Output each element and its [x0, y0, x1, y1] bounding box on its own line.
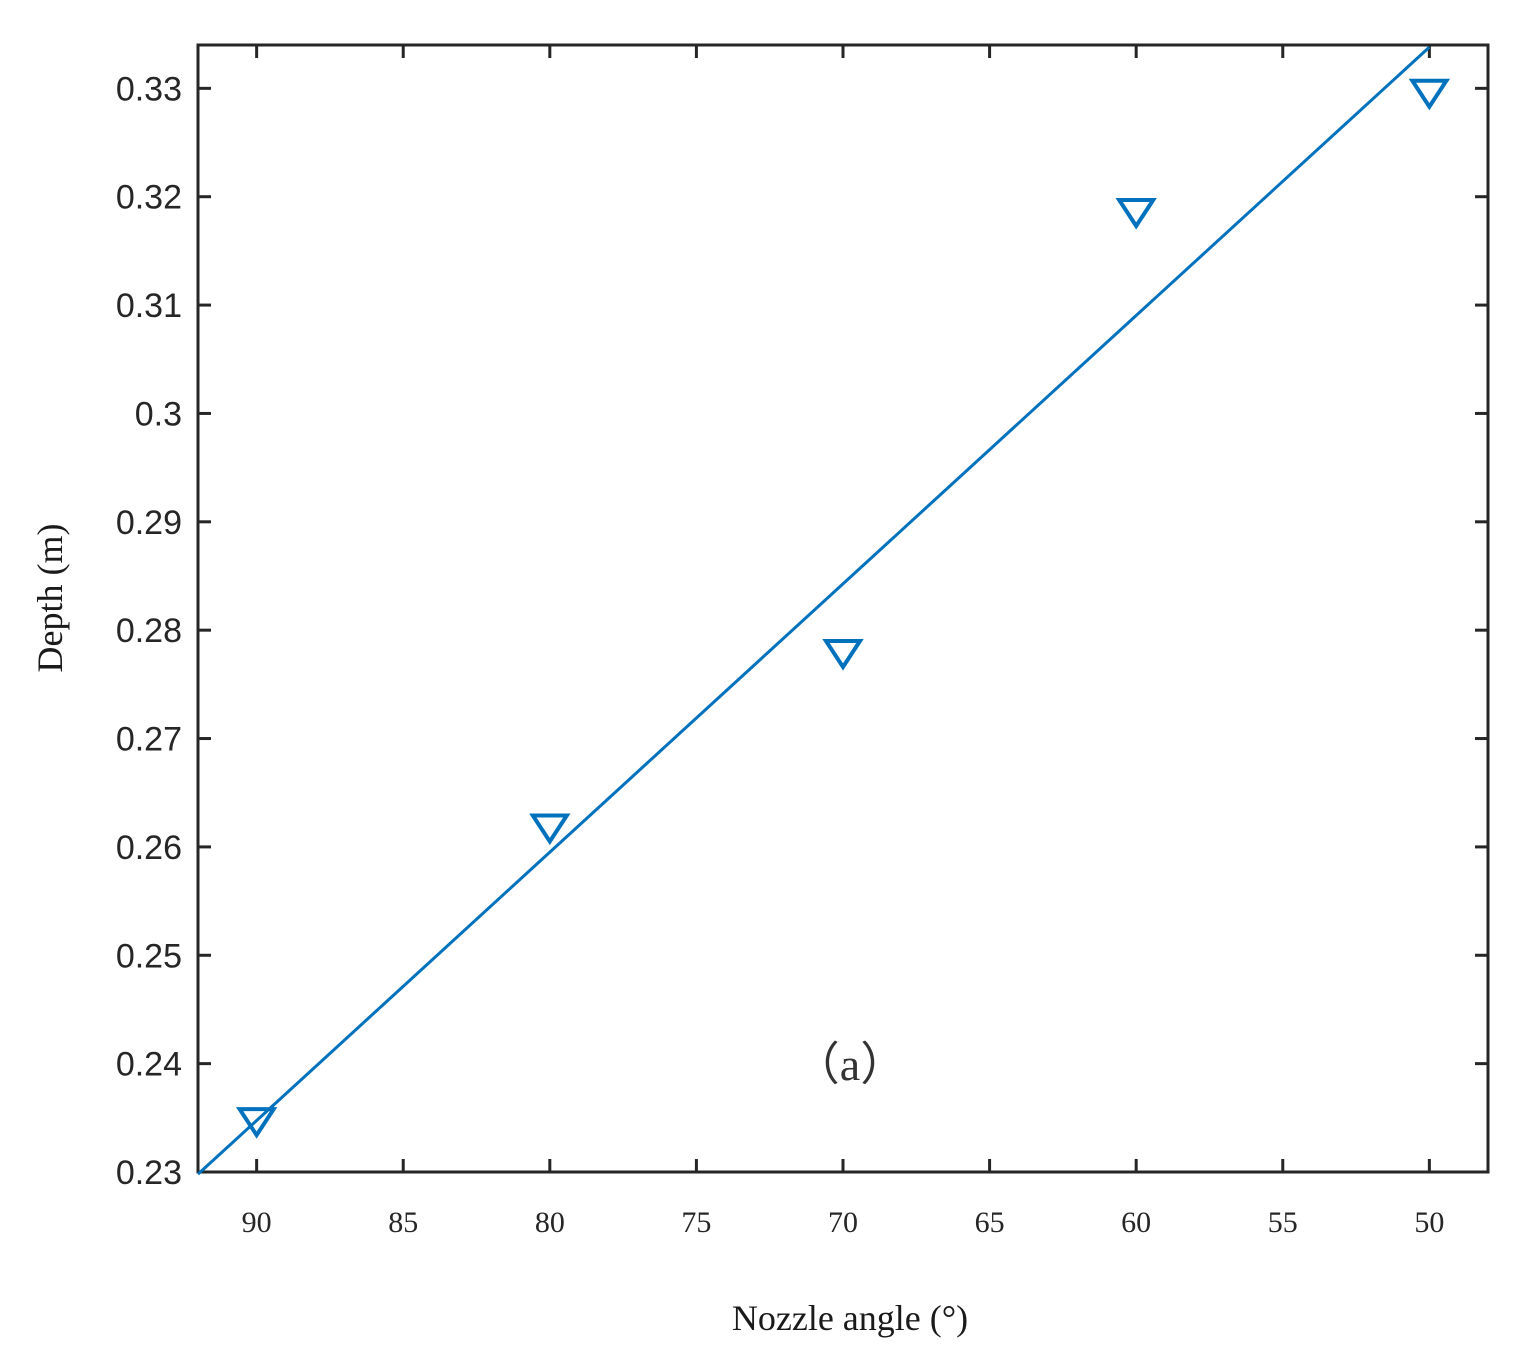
y-tick-label: 0.26 — [116, 829, 182, 867]
data-point — [822, 639, 864, 671]
plot-area — [196, 43, 1490, 1174]
y-tick-label: 0.24 — [116, 1046, 182, 1084]
y-tick-label: 0.25 — [116, 937, 182, 975]
x-tick-label: 60 — [1121, 1206, 1151, 1239]
x-tick-label: 70 — [828, 1206, 858, 1239]
fit-line — [196, 46, 1431, 1176]
data-point — [1408, 78, 1451, 111]
data-point — [1115, 197, 1157, 230]
x-tick-label: 65 — [975, 1206, 1005, 1239]
y-tick-label: 0.23 — [116, 1154, 182, 1192]
y-tick-label: 0.29 — [116, 504, 182, 542]
data-point — [235, 1107, 278, 1139]
x-tick-label: 55 — [1268, 1206, 1298, 1239]
y-tick-label: 0.33 — [116, 70, 182, 108]
y-tick-label: 0.28 — [116, 612, 182, 650]
x-axis-label: Nozzle angle (°) — [732, 1298, 968, 1338]
y-tick-label: 0.31 — [116, 287, 182, 325]
y-tick-labels: 0.23 0.24 0.25 0.26 0.27 0.28 0.29 0.3 0.31 0.32 0… — [116, 70, 182, 1192]
x-tick-labels: 90 85 80 75 70 65 60 55 50 — [242, 1206, 1445, 1239]
y-tick-label: 0.3 — [135, 395, 182, 433]
data-point — [529, 813, 571, 846]
x-tick-label: 85 — [388, 1206, 418, 1239]
x-tick-label: 50 — [1414, 1206, 1444, 1239]
y-axis-label: Depth (m) — [30, 524, 70, 673]
x-tick-label: 75 — [681, 1206, 711, 1239]
data-points — [235, 78, 1451, 1139]
y-tick-label: 0.32 — [116, 179, 182, 217]
axis-ticks — [198, 45, 1488, 1174]
y-tick-label: 0.27 — [116, 721, 182, 759]
x-tick-label: 90 — [242, 1206, 272, 1239]
x-tick-label: 80 — [535, 1206, 565, 1239]
annotation-label: （a） — [794, 1039, 906, 1090]
fit-line-group — [196, 46, 1431, 1176]
